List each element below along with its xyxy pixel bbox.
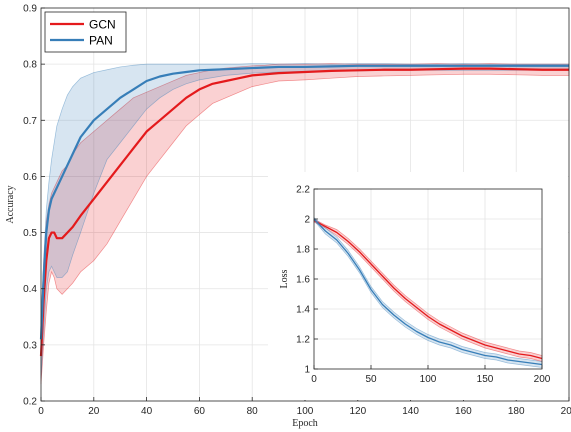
x-tick-label: 120 [349,406,366,417]
x-tick-label: 50 [365,374,377,385]
legend: GCN PAN [44,11,127,53]
y-tick-label: 0.8 [23,60,37,71]
y-tick-label: 0.6 [23,172,37,183]
y-axis-title: Loss [279,269,290,288]
series-line-gcn [313,219,543,360]
x-tick-label: 40 [141,406,153,417]
y-tick-label: 0.2 [23,397,37,408]
x-tick-label: 100 [420,374,437,385]
series-line-gcn [39,67,569,357]
legend-label-gcn: GCN [89,18,116,32]
y-tick-label: 0.7 [23,116,37,127]
y-tick-label: 0.9 [23,4,37,15]
x-tick-label: 200 [534,374,551,385]
x-tick-label: 0 [38,406,44,417]
y-tick-label: 1.6 [296,275,310,286]
x-tick-label: 180 [508,406,525,417]
y-tick-label: 1.2 [296,335,310,346]
x-tick-label: 150 [477,374,494,385]
y-tick-label: 0.3 [23,340,37,351]
x-tick-label: 60 [194,406,206,417]
x-tick-label: 20 [88,406,100,417]
x-tick-label: 140 [402,406,419,417]
series-line-pan [313,218,543,366]
x-tick-label: 0 [311,374,317,385]
inset-plot: 0 50 100 150 200 1 1.2 1.4 1.6 1.8 2 2.2 Loss [268,172,568,400]
legend-box [44,11,127,53]
x-axis-title: Epoch [292,418,318,429]
y-tick-label: 2 [304,215,310,226]
x-tick-label: 160 [455,406,472,417]
y-tick-label: 0.4 [23,284,37,295]
y-axis-title: Accuracy [5,185,16,223]
y-tick-label: 1.4 [296,305,310,316]
x-tick-label: 80 [247,406,259,417]
series-line-pan [39,64,569,340]
x-tick-label: 200 [561,406,571,417]
legend-label-pan: PAN [89,34,113,48]
y-tick-label: 1 [304,365,310,376]
y-tick-label: 2.2 [296,185,310,196]
x-tick-label: 100 [297,406,314,417]
y-tick-label: 1.8 [296,245,310,256]
y-tick-label: 0.5 [23,228,37,239]
